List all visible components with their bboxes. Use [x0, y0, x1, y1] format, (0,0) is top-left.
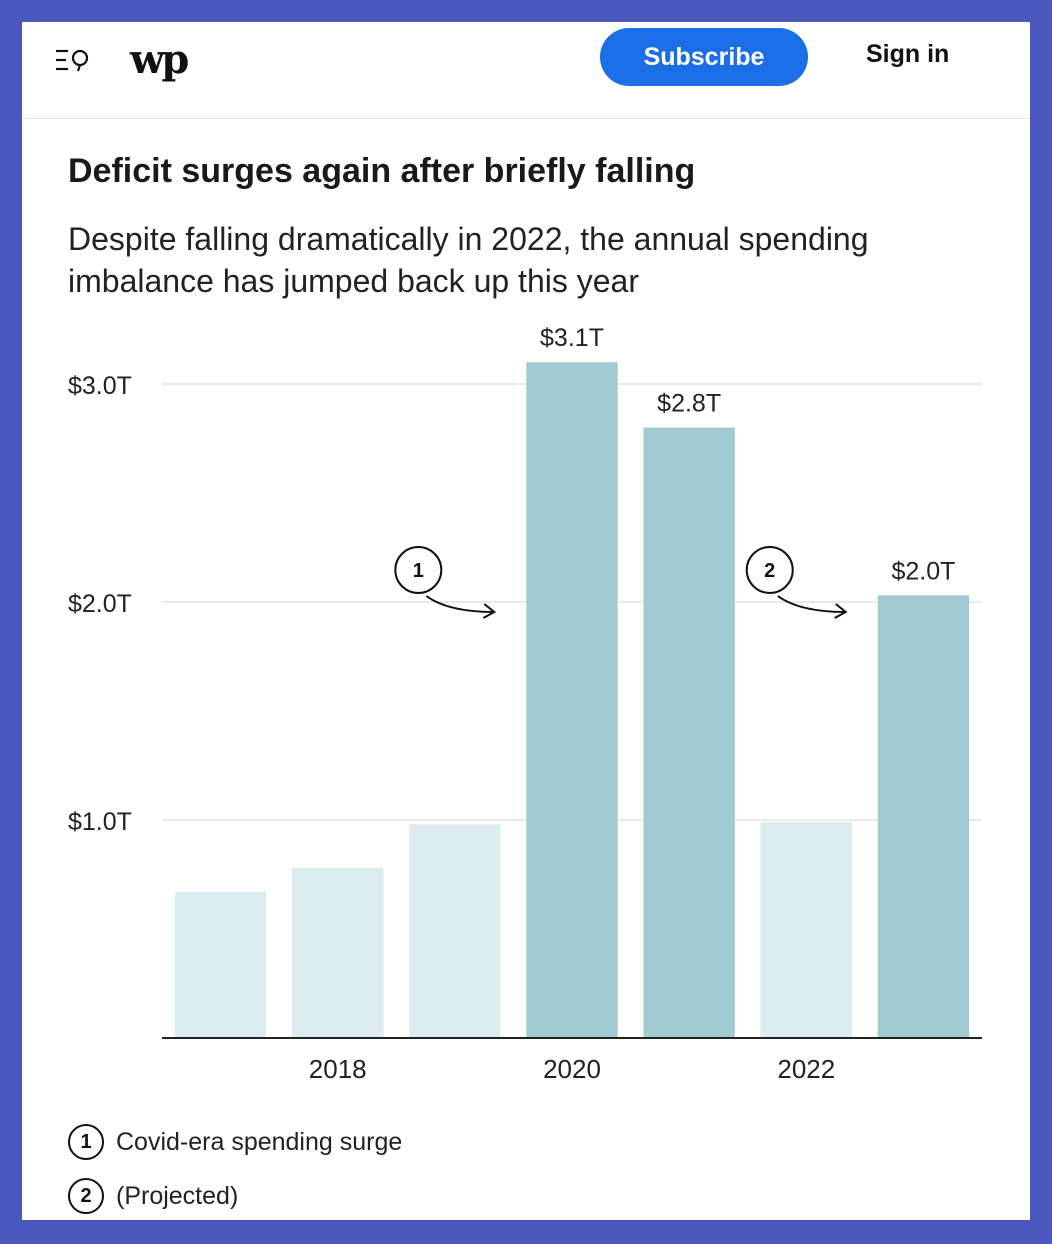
wp-logo[interactable]: wp: [130, 36, 189, 83]
bar-value-label: $2.0T: [891, 557, 955, 585]
annotation-arrow: [425, 595, 495, 613]
bar-2021: [643, 427, 735, 1039]
bar-2023: [877, 595, 970, 1038]
annotation-marker-label: 2: [764, 560, 775, 582]
subscribe-button[interactable]: Subscribe: [600, 28, 808, 86]
sign-in-link[interactable]: Sign in: [866, 40, 950, 68]
annotation-arrow: [777, 595, 846, 613]
page: wp Subscribe Sign in Deficit surges agai…: [22, 22, 1030, 1220]
chart-title: Deficit surges again after briefly falli…: [68, 152, 696, 190]
deficit-bar-chart: $1.0T $2.0T $3.0T 2018 $3.1T 2020 $2.8T 2022 $2.…: [68, 324, 982, 1084]
bar-value-label: $2.8T: [657, 390, 721, 418]
legend-marker-1: 1: [68, 1124, 104, 1160]
y-tick-label: $1.0T: [68, 808, 132, 836]
x-tick-label: 2020: [543, 1054, 601, 1084]
annotation-marker-label: 1: [413, 560, 424, 582]
y-tick-label: $3.0T: [68, 372, 132, 400]
bar-2017: [174, 891, 267, 1038]
annotation-marker-2: [745, 546, 794, 594]
legend-marker-2: 2: [68, 1178, 104, 1214]
bar-2020: [526, 362, 618, 1038]
bar-value-label: $3.1T: [540, 324, 604, 352]
legend-item: 1 Covid-era spending surge: [68, 1122, 402, 1162]
annotation-marker-1: [394, 546, 443, 594]
legend-text: Covid-era spending surge: [116, 1127, 403, 1156]
y-tick-label: $2.0T: [68, 590, 132, 618]
legend-item: 2 (Projected): [68, 1176, 238, 1216]
annotation-arrowhead: [482, 603, 497, 619]
bar-2019: [409, 824, 501, 1038]
top-navigation: wp Subscribe Sign in: [22, 22, 1030, 119]
chart-subtitle: Despite falling dramatically in 2022, th…: [68, 221, 869, 299]
bar-2018: [292, 867, 384, 1038]
x-tick-label: 2022: [777, 1054, 835, 1084]
annotation-arrowhead: [834, 603, 848, 619]
menu-search-icon[interactable]: [56, 48, 92, 74]
legend-text: (Projected): [116, 1181, 239, 1210]
bar-2022: [760, 822, 852, 1038]
x-tick-label: 2018: [309, 1054, 367, 1084]
